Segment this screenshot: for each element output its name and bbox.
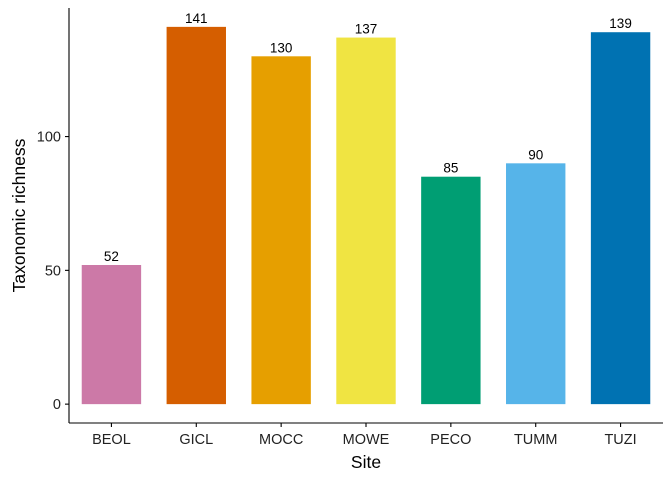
x-tick-label: MOCC [259,432,303,448]
bar-tumm [506,163,566,405]
x-tick-label: BEOL [92,432,131,448]
data-label-tumm: 90 [528,147,543,162]
y-ticks-layer: 0 50 100 [37,130,69,413]
data-labels-layer: 52 141 130 137 85 90 139 [104,11,632,264]
bar-mowe [336,37,396,405]
data-label-mowe: 137 [355,22,378,37]
y-tick-label: 0 [53,397,61,413]
x-ticks-layer: BEOL GICL MOCC MOWE PECO TUMM TUZI [92,423,637,448]
bar-tuzi [590,32,651,405]
y-tick-label: 50 [45,263,61,279]
x-tick-label: TUMM [514,432,558,448]
x-tick-label: MOWE [343,432,390,448]
bar-beol [81,265,142,405]
x-tick-label: GICL [179,432,213,448]
bar-mocc [251,56,311,405]
data-label-peco: 85 [443,161,458,176]
bar-gicl [166,26,226,405]
x-tick-label: TUZI [604,432,636,448]
bar-peco [421,176,481,405]
data-label-beol: 52 [104,249,119,264]
bars-layer [81,26,651,405]
y-axis-title: Taxonomic richness [9,138,29,292]
x-axis-title: Site [351,452,381,472]
y-tick-label: 100 [37,130,61,146]
data-label-mocc: 130 [270,40,293,55]
data-label-tuzi: 139 [609,16,632,31]
x-tick-label: PECO [430,432,471,448]
data-label-gicl: 141 [185,11,208,26]
